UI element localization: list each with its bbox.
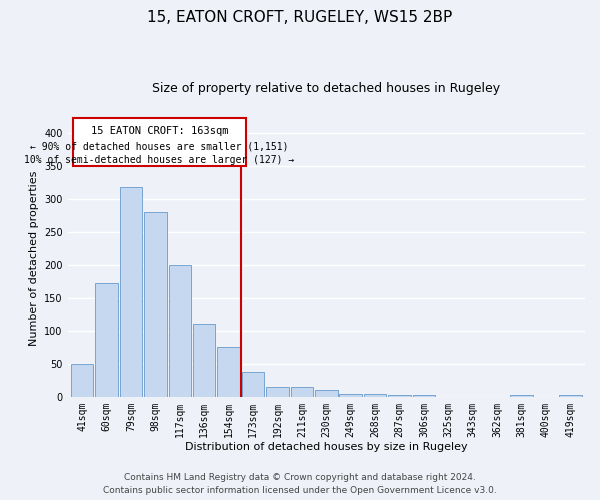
Bar — [242, 372, 265, 397]
Text: Contains HM Land Registry data © Crown copyright and database right 2024.
Contai: Contains HM Land Registry data © Crown c… — [103, 473, 497, 495]
Text: 15, EATON CROFT, RUGELEY, WS15 2BP: 15, EATON CROFT, RUGELEY, WS15 2BP — [148, 10, 452, 25]
Text: 10% of semi-detached houses are larger (127) →: 10% of semi-detached houses are larger (… — [25, 154, 295, 164]
Bar — [120, 188, 142, 397]
Bar — [315, 390, 338, 397]
Text: ← 90% of detached houses are smaller (1,151): ← 90% of detached houses are smaller (1,… — [30, 142, 289, 152]
Bar — [413, 395, 435, 397]
FancyBboxPatch shape — [73, 118, 246, 166]
Bar — [217, 348, 240, 397]
Bar — [364, 394, 386, 397]
Bar — [511, 395, 533, 397]
X-axis label: Distribution of detached houses by size in Rugeley: Distribution of detached houses by size … — [185, 442, 467, 452]
Bar — [388, 395, 411, 397]
Bar — [340, 394, 362, 397]
Bar — [95, 283, 118, 397]
Bar — [144, 212, 167, 397]
Y-axis label: Number of detached properties: Number of detached properties — [29, 171, 38, 346]
Bar — [169, 265, 191, 397]
Bar — [71, 364, 94, 397]
Bar — [290, 387, 313, 397]
Title: Size of property relative to detached houses in Rugeley: Size of property relative to detached ho… — [152, 82, 500, 96]
Bar — [266, 387, 289, 397]
Text: 15 EATON CROFT: 163sqm: 15 EATON CROFT: 163sqm — [91, 126, 228, 136]
Bar — [559, 395, 581, 397]
Bar — [193, 324, 215, 397]
